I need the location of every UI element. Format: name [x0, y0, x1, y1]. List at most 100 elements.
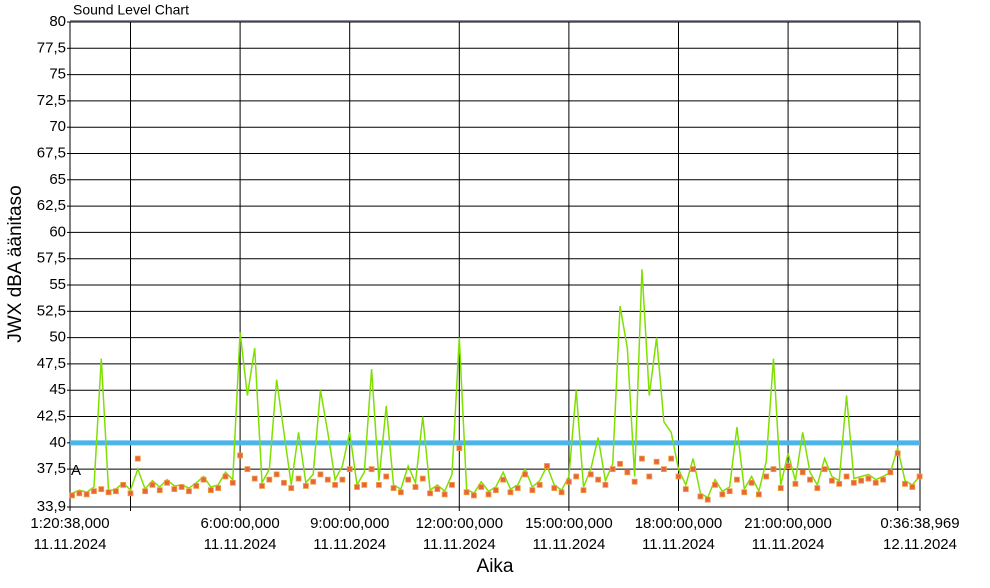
data-point — [500, 476, 507, 483]
data-point — [259, 483, 265, 489]
data-point — [251, 475, 258, 482]
data-point — [229, 479, 236, 486]
data-point — [412, 484, 419, 490]
y-tick-label: 45 — [49, 381, 66, 398]
data-point — [565, 478, 572, 485]
data-point — [682, 486, 689, 493]
data-point — [492, 487, 499, 494]
data-point — [712, 482, 718, 488]
data-point — [471, 492, 477, 499]
data-point — [785, 463, 791, 469]
chart-title: Sound Level Chart — [73, 2, 189, 18]
data-point — [164, 479, 170, 486]
data-point — [646, 473, 653, 480]
data-point — [310, 478, 317, 485]
data-point — [105, 489, 112, 496]
x-tick-label: 6:00:00,000 — [200, 515, 279, 532]
data-point — [332, 482, 338, 488]
y-tick-label: 33,9 — [37, 498, 66, 515]
data-point — [704, 496, 711, 503]
data-point — [631, 478, 638, 485]
data-point — [514, 485, 521, 491]
data-point — [902, 480, 908, 487]
y-tick-label: 40 — [49, 434, 66, 451]
data-point — [98, 486, 105, 493]
y-tick-label: 42,5 — [37, 407, 66, 424]
data-point — [639, 455, 645, 462]
x-axis-label: Aika — [477, 556, 514, 577]
data-point — [222, 473, 229, 480]
data-point — [697, 493, 704, 500]
x-tick-date: 11.11.2024 — [642, 536, 715, 553]
data-point — [799, 469, 806, 476]
data-point — [324, 476, 331, 483]
data-point — [441, 491, 448, 498]
data-point — [843, 473, 850, 480]
data-point — [383, 473, 390, 480]
data-point — [69, 492, 75, 499]
data-point — [529, 487, 536, 494]
data-point — [558, 489, 565, 496]
x-tick-date: 11.11.2024 — [752, 536, 825, 553]
data-point — [83, 491, 90, 498]
data-point — [595, 476, 602, 483]
x-tick-date: 11.11.2024 — [204, 536, 277, 553]
x-tick-label: 1:20:38,000 — [30, 515, 109, 532]
data-point — [207, 487, 214, 494]
data-point — [536, 482, 543, 488]
data-point — [339, 476, 346, 483]
y-tick-label: 37,5 — [37, 460, 66, 477]
data-point — [551, 485, 558, 491]
data-point — [317, 471, 324, 478]
data-point — [609, 466, 616, 473]
data-point — [807, 476, 813, 483]
data-point — [748, 479, 755, 486]
data-point — [544, 463, 550, 469]
data-point — [91, 488, 97, 495]
data-point — [156, 487, 163, 494]
y-tick-label: 75 — [49, 66, 66, 83]
plot-area — [69, 21, 921, 508]
data-point — [690, 466, 697, 473]
data-point — [302, 483, 309, 489]
y-tick-label: 52,5 — [37, 302, 66, 319]
y-tick-label: 77,5 — [37, 39, 66, 56]
data-point — [134, 455, 141, 462]
data-point — [149, 482, 156, 488]
data-point — [836, 480, 843, 487]
x-tick-date: 11.11.2024 — [423, 536, 496, 553]
data-point — [427, 490, 433, 497]
data-point — [390, 485, 397, 491]
data-point — [112, 488, 119, 495]
data-point — [792, 480, 799, 487]
y-tick-label: 47,5 — [37, 355, 66, 372]
data-point — [397, 489, 404, 496]
data-point — [76, 490, 83, 497]
data-point — [894, 450, 901, 457]
y-tick-label: 62,5 — [37, 197, 66, 214]
x-tick-date: 11.11.2024 — [532, 536, 605, 553]
data-point — [244, 466, 251, 473]
data-point — [829, 477, 835, 484]
data-point — [770, 466, 777, 473]
y-tick-label: 67,5 — [37, 144, 66, 161]
data-point — [653, 458, 660, 465]
data-point — [507, 489, 514, 496]
data-point — [273, 471, 280, 478]
data-point — [434, 486, 441, 493]
data-point — [368, 466, 375, 473]
data-point — [142, 488, 149, 495]
data-point — [865, 475, 872, 482]
y-tick-label: 72,5 — [37, 92, 66, 109]
data-point — [580, 487, 587, 494]
x-tick-label: 21:00:00,000 — [744, 515, 832, 532]
data-point — [186, 488, 192, 495]
data-point — [573, 473, 580, 480]
x-tick-label: 9:00:00,000 — [310, 515, 389, 532]
data-point — [814, 485, 821, 491]
y-tick-label: 65 — [49, 171, 66, 188]
x-tick-label: 18:00:00,000 — [635, 515, 723, 532]
x-tick-label: 0:36:38,969 — [880, 515, 959, 532]
data-point — [887, 469, 894, 476]
data-point — [850, 479, 857, 486]
